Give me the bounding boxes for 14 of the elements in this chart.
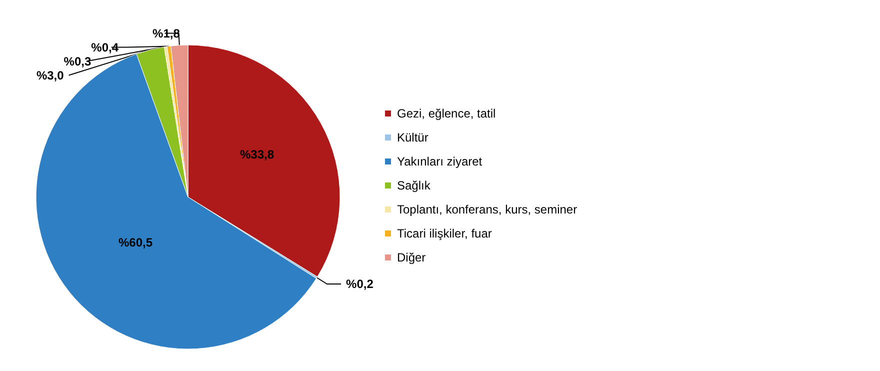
- data-label: %60,5: [118, 235, 153, 250]
- legend-label: Sağlık: [397, 178, 432, 192]
- legend-label: Gezi, eğlence, tatil: [397, 106, 496, 120]
- legend-label: Ticari ilişkiler, fuar: [397, 226, 492, 240]
- legend-label: Kültür: [397, 130, 428, 144]
- legend-label: Toplantı, konferans, kurs, seminer: [397, 202, 578, 216]
- data-label: %0,4: [91, 40, 119, 54]
- legend-label: Diğer: [397, 250, 426, 264]
- legend-label: Yakınları ziyaret: [397, 154, 483, 168]
- data-label: %1,8: [152, 26, 180, 40]
- data-label: %0,2: [346, 277, 374, 292]
- data-label: %33,8: [240, 148, 274, 162]
- data-label: %3,0: [36, 68, 64, 82]
- data-label: %0,3: [64, 54, 92, 68]
